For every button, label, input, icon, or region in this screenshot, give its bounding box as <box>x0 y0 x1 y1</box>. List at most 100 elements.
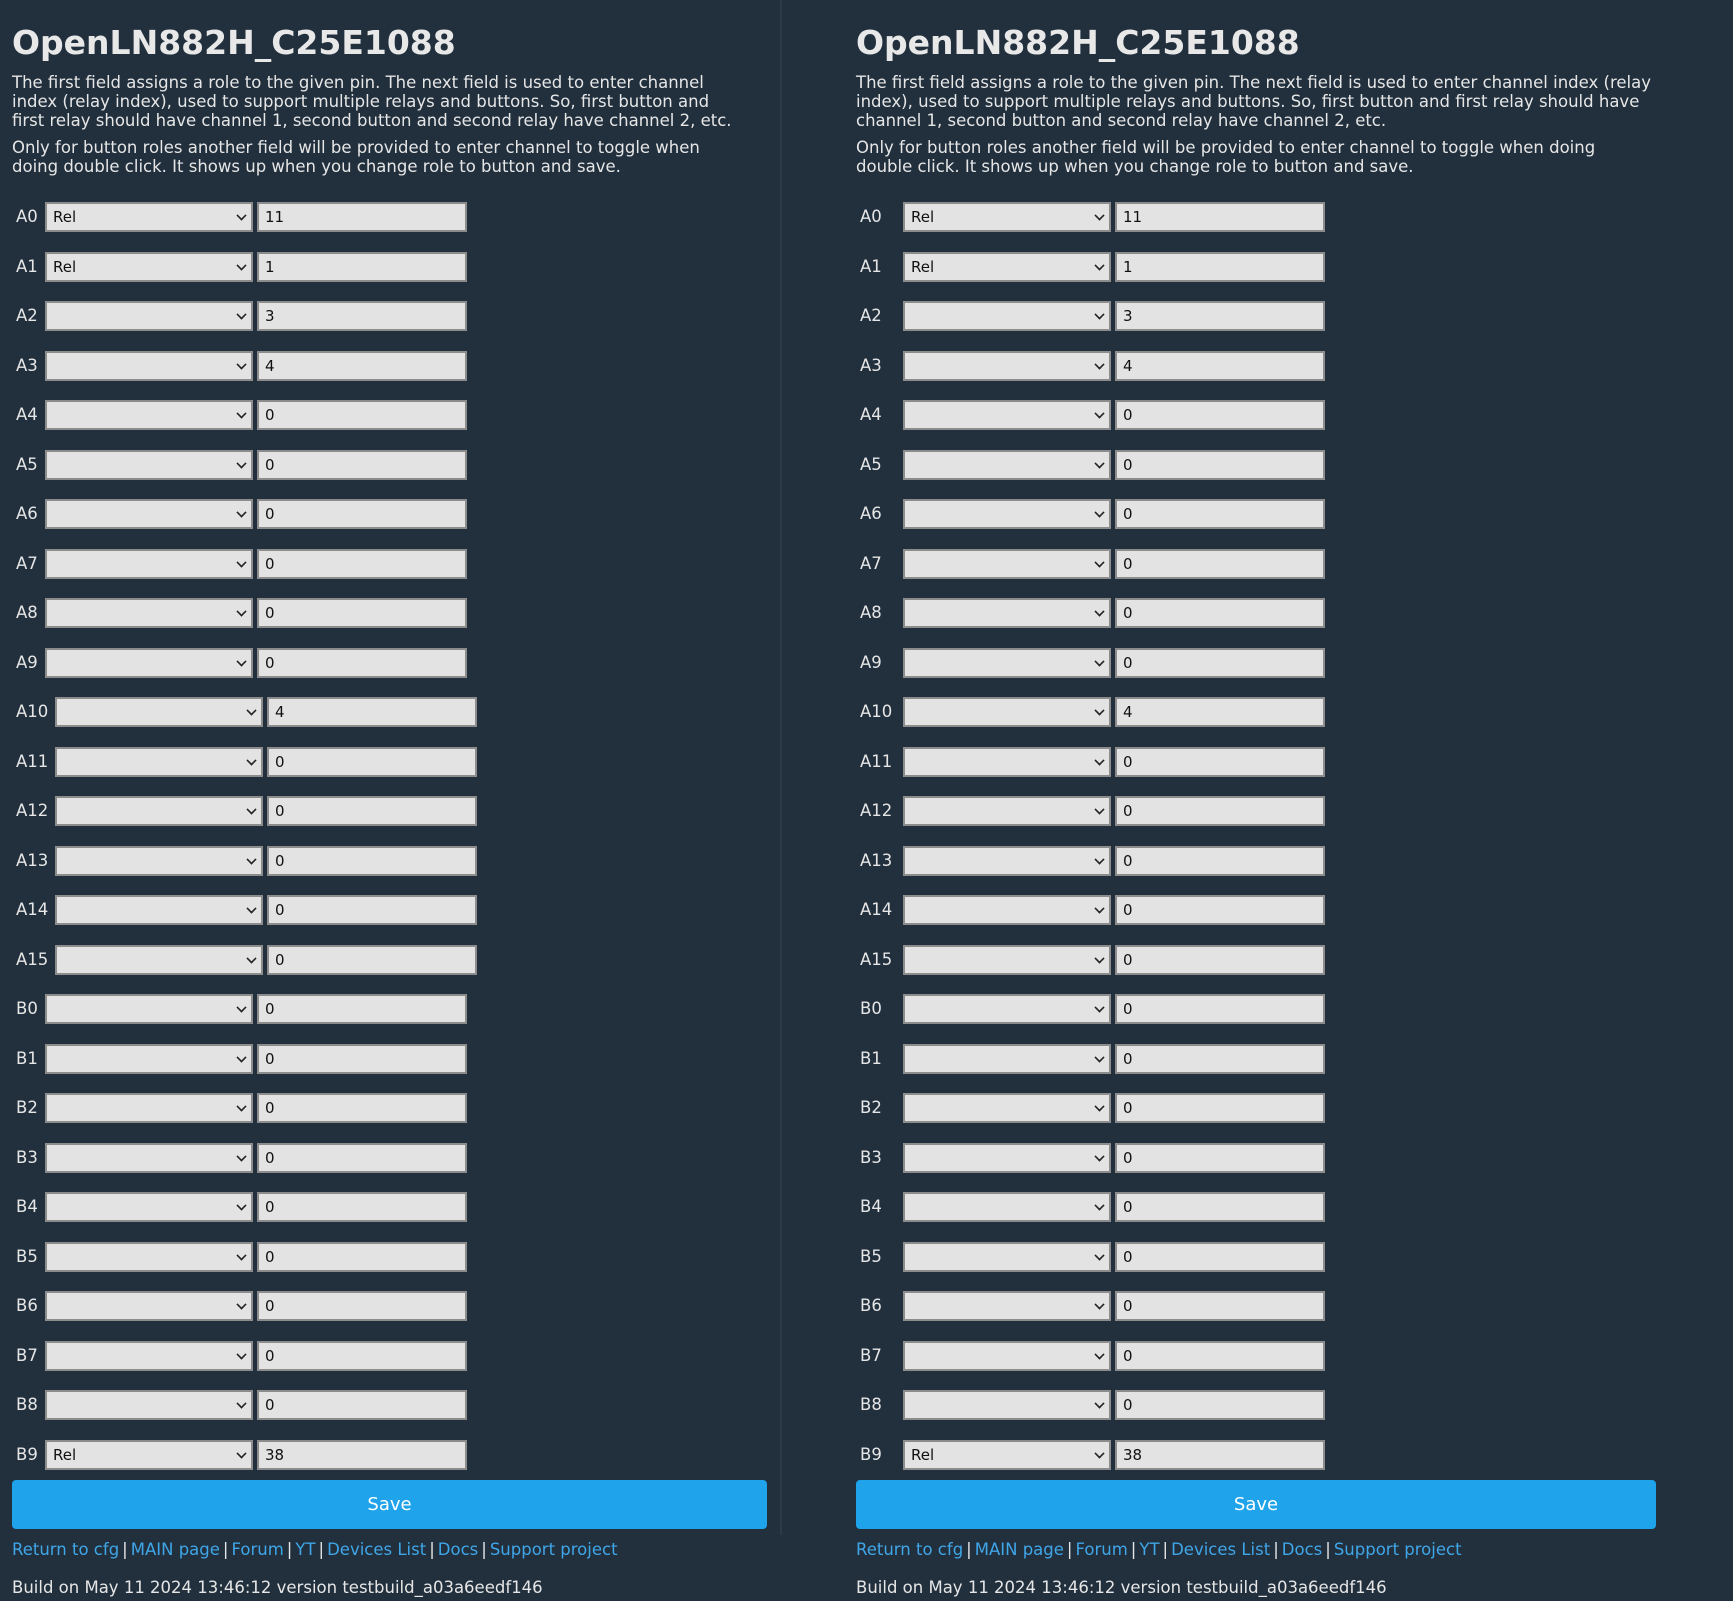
pin-channel-input[interactable]: 4 <box>1115 697 1325 727</box>
pin-role-select[interactable] <box>55 845 263 876</box>
pin-role-select[interactable] <box>903 449 1111 480</box>
footer-link[interactable]: Devices List <box>327 1540 427 1559</box>
pin-channel-input[interactable]: 0 <box>1115 598 1325 628</box>
pin-channel-input[interactable]: 0 <box>1115 895 1325 925</box>
pin-role-select[interactable] <box>903 994 1111 1024</box>
footer-link[interactable]: MAIN page <box>130 1540 220 1559</box>
pin-channel-input[interactable]: 0 <box>257 548 467 579</box>
pin-channel-input[interactable]: 0 <box>1115 449 1325 480</box>
pin-channel-input[interactable]: 0 <box>257 1291 467 1321</box>
footer-link[interactable]: Support project <box>1333 1540 1462 1559</box>
pin-channel-input[interactable]: 0 <box>257 1390 467 1420</box>
pin-channel-input[interactable]: 1 <box>1115 251 1325 282</box>
pin-role-select[interactable] <box>903 1241 1111 1272</box>
pin-channel-input[interactable]: 0 <box>257 1093 467 1123</box>
pin-role-select[interactable] <box>45 994 253 1024</box>
footer-link[interactable]: YT <box>1139 1540 1160 1559</box>
pin-role-select[interactable] <box>45 1291 253 1321</box>
pin-role-select[interactable] <box>55 796 263 826</box>
pin-role-select[interactable] <box>45 1241 253 1272</box>
pin-channel-input[interactable]: 0 <box>257 1043 467 1074</box>
pin-role-select[interactable] <box>45 301 253 331</box>
pin-role-select[interactable] <box>903 1142 1111 1173</box>
pin-channel-input[interactable]: 0 <box>257 994 467 1024</box>
pin-role-select[interactable] <box>903 1093 1111 1123</box>
pin-role-select[interactable] <box>45 499 253 529</box>
pin-role-select[interactable] <box>903 944 1111 975</box>
pin-role-select[interactable] <box>45 1093 253 1123</box>
pin-channel-input[interactable]: 3 <box>1115 301 1325 331</box>
pin-channel-input[interactable]: 0 <box>1115 1142 1325 1173</box>
pin-channel-input[interactable]: 0 <box>257 400 467 430</box>
pin-role-select[interactable] <box>45 350 253 381</box>
footer-link[interactable]: Support project <box>489 1540 618 1559</box>
pin-role-select[interactable] <box>45 1340 253 1371</box>
pin-role-select[interactable] <box>903 548 1111 579</box>
pin-channel-input[interactable]: 11 <box>257 202 467 232</box>
pin-role-select[interactable] <box>55 895 263 925</box>
pin-role-select[interactable] <box>55 944 263 975</box>
pin-role-select[interactable]: Rel <box>903 251 1111 282</box>
pin-role-select[interactable]: Rel <box>45 1439 253 1470</box>
pin-channel-input[interactable]: 0 <box>1115 1241 1325 1272</box>
pin-channel-input[interactable]: 0 <box>257 647 467 678</box>
pin-role-select[interactable] <box>903 746 1111 777</box>
pin-role-select[interactable] <box>55 746 263 777</box>
pin-channel-input[interactable]: 4 <box>257 350 467 381</box>
footer-link[interactable]: Docs <box>437 1540 479 1559</box>
pin-role-select[interactable] <box>903 796 1111 826</box>
pin-role-select[interactable] <box>903 1043 1111 1074</box>
pin-role-select[interactable] <box>903 697 1111 727</box>
pin-role-select[interactable]: Rel <box>903 1439 1111 1470</box>
pin-role-select[interactable] <box>903 1390 1111 1420</box>
pin-channel-input[interactable]: 0 <box>257 1340 467 1371</box>
pin-channel-input[interactable]: 0 <box>1115 1291 1325 1321</box>
pin-channel-input[interactable]: 0 <box>257 1241 467 1272</box>
pin-channel-input[interactable]: 0 <box>1115 1340 1325 1371</box>
pin-channel-input[interactable]: 0 <box>1115 1192 1325 1222</box>
pin-role-select[interactable]: Rel <box>903 202 1111 232</box>
pin-role-select[interactable] <box>903 845 1111 876</box>
save-button[interactable]: Save <box>856 1480 1656 1529</box>
pin-role-select[interactable] <box>45 647 253 678</box>
pin-channel-input[interactable]: 0 <box>1115 746 1325 777</box>
pin-role-select[interactable] <box>903 1340 1111 1371</box>
pin-channel-input[interactable]: 0 <box>267 796 477 826</box>
pin-role-select[interactable] <box>45 548 253 579</box>
footer-link[interactable]: MAIN page <box>974 1540 1064 1559</box>
pin-channel-input[interactable]: 1 <box>257 251 467 282</box>
pin-role-select[interactable] <box>45 598 253 628</box>
pin-role-select[interactable] <box>903 598 1111 628</box>
pin-channel-input[interactable]: 0 <box>1115 944 1325 975</box>
pin-role-select[interactable] <box>903 499 1111 529</box>
pin-role-select[interactable] <box>903 350 1111 381</box>
pin-channel-input[interactable]: 0 <box>257 449 467 480</box>
pin-channel-input[interactable]: 0 <box>257 598 467 628</box>
footer-link[interactable]: Docs <box>1281 1540 1323 1559</box>
pin-channel-input[interactable]: 0 <box>1115 647 1325 678</box>
pin-role-select[interactable] <box>903 1192 1111 1222</box>
pin-role-select[interactable] <box>45 1390 253 1420</box>
pin-channel-input[interactable]: 11 <box>1115 202 1325 232</box>
pin-role-select[interactable] <box>903 400 1111 430</box>
footer-link[interactable]: Return to cfg <box>856 1540 964 1559</box>
pin-role-select[interactable] <box>45 449 253 480</box>
pin-channel-input[interactable]: 0 <box>1115 796 1325 826</box>
pin-role-select[interactable] <box>903 1291 1111 1321</box>
save-button[interactable]: Save <box>12 1480 767 1529</box>
pin-channel-input[interactable]: 0 <box>1115 994 1325 1024</box>
pin-channel-input[interactable]: 0 <box>1115 548 1325 579</box>
pin-channel-input[interactable]: 0 <box>267 895 477 925</box>
pin-channel-input[interactable]: 0 <box>1115 1390 1325 1420</box>
pin-channel-input[interactable]: 0 <box>1115 845 1325 876</box>
footer-link[interactable]: YT <box>295 1540 316 1559</box>
pin-role-select[interactable] <box>903 647 1111 678</box>
pin-role-select[interactable] <box>903 895 1111 925</box>
pin-channel-input[interactable]: 0 <box>1115 499 1325 529</box>
footer-link[interactable]: Devices List <box>1171 1540 1271 1559</box>
pin-channel-input[interactable]: 0 <box>1115 400 1325 430</box>
pin-role-select[interactable]: Rel <box>45 251 253 282</box>
pin-channel-input[interactable]: 0 <box>1115 1093 1325 1123</box>
footer-link[interactable]: Forum <box>1075 1540 1128 1559</box>
footer-link[interactable]: Return to cfg <box>12 1540 120 1559</box>
